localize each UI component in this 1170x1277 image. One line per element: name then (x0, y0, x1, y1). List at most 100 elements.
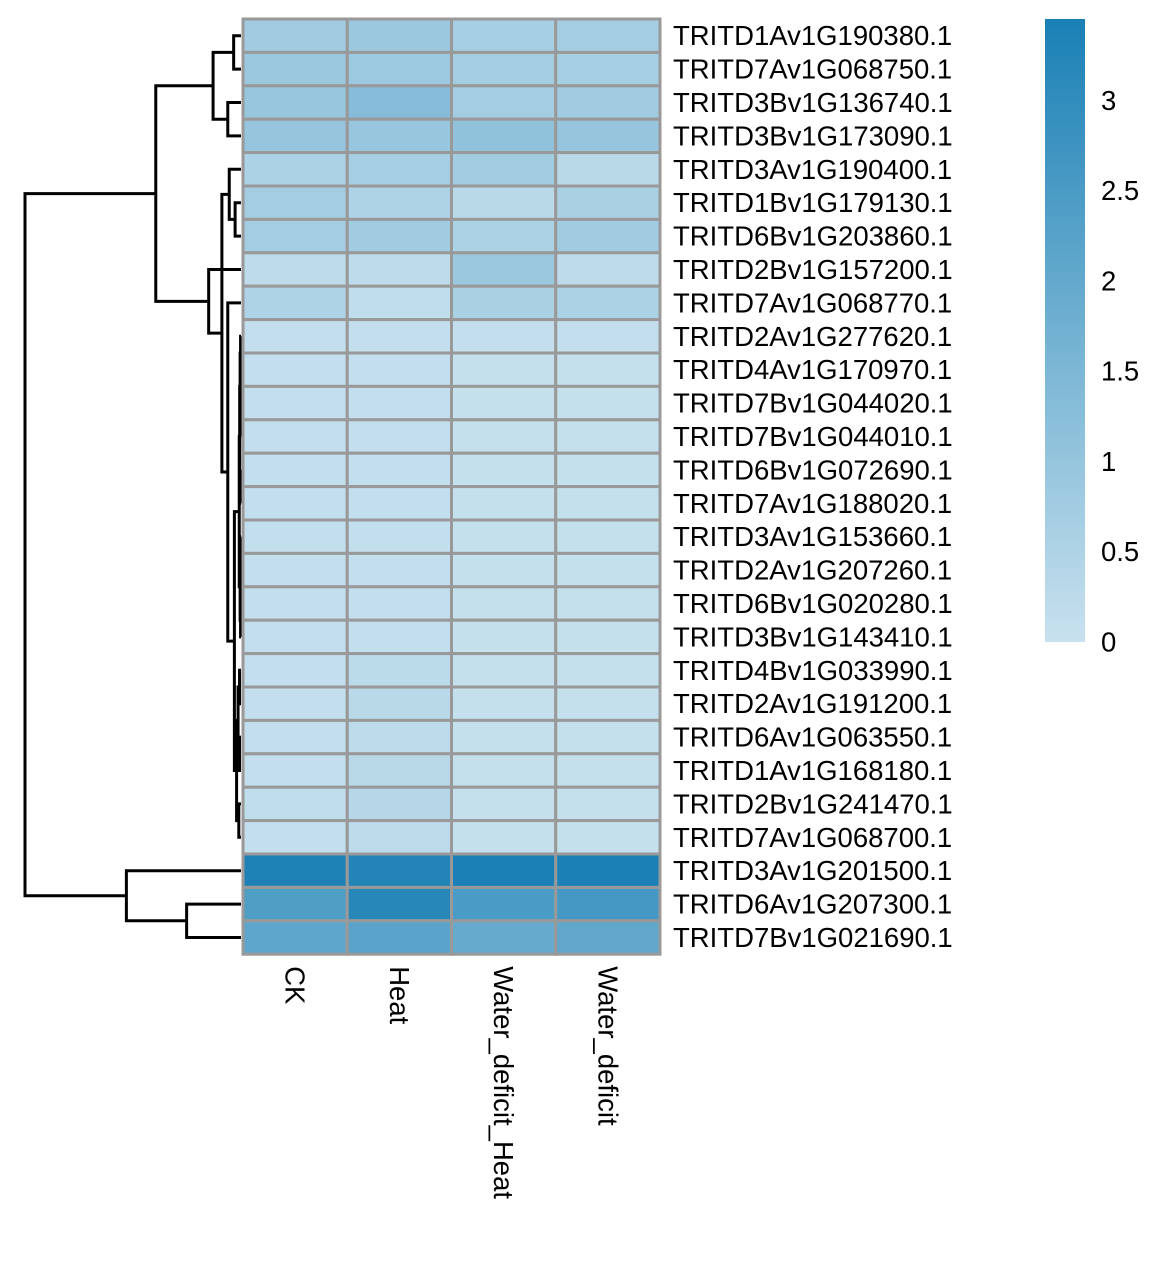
heatmap-cell (241, 752, 349, 789)
heatmap-cell (450, 217, 558, 255)
legend-color-bar (1045, 19, 1085, 642)
heatmap-cell (345, 819, 453, 856)
heatmap-cell (241, 819, 349, 856)
heatmap-cell (345, 618, 453, 656)
heatmap-cell (241, 585, 349, 622)
heatmap-cell (554, 718, 662, 756)
heatmap-cell (450, 84, 558, 121)
dendrogram-branch (233, 201, 241, 238)
legend-tick-label: 2 (1101, 265, 1116, 296)
heatmap-cell (450, 384, 558, 422)
heatmap-cell (554, 384, 662, 422)
heatmap-cell (554, 117, 662, 155)
heatmap-cell (450, 251, 558, 288)
heatmap-cell (241, 685, 349, 722)
heatmap-cell (241, 84, 349, 121)
heatmap-cell (450, 318, 558, 355)
dendrogram-branch (226, 101, 241, 138)
heatmap-cell (450, 518, 558, 555)
row-label: TRITD7Bv1G021690.1 (673, 922, 953, 953)
heatmap-cell (345, 551, 453, 589)
heatmap-cell (450, 451, 558, 489)
heatmap-cell (345, 251, 453, 288)
heatmap-cell (450, 618, 558, 656)
heatmap-cell (241, 551, 349, 589)
heatmap-cell (241, 318, 349, 355)
row-label: TRITD7Av1G068750.1 (673, 54, 952, 85)
heatmap-cell (345, 919, 453, 956)
row-label: TRITD6Bv1G203860.1 (673, 221, 953, 252)
row-label: TRITD2Av1G207260.1 (673, 555, 952, 586)
row-label: TRITD1Av1G168180.1 (673, 755, 952, 786)
heatmap-cell (241, 284, 349, 322)
heatmap-cell (345, 318, 453, 355)
column-label: Water_deficit_Heat (488, 966, 519, 1199)
heatmap-cell (345, 184, 453, 221)
heatmap-cell (345, 117, 453, 155)
heatmap-cell (241, 117, 349, 155)
row-label: TRITD7Av1G068770.1 (673, 287, 952, 318)
heatmap-cell (450, 585, 558, 622)
heatmap-cell (450, 718, 558, 756)
heatmap-cell (345, 351, 453, 388)
dendrogram-branch (232, 510, 240, 772)
heatmap-cell (241, 518, 349, 555)
heatmap-cell (241, 251, 349, 288)
row-label: TRITD3Av1G201500.1 (673, 855, 952, 886)
heatmap-cell (554, 819, 662, 856)
heatmap-cell (345, 217, 453, 255)
row-label: TRITD2Bv1G157200.1 (673, 254, 953, 285)
heatmap-cell (241, 718, 349, 756)
heatmap-cell (554, 451, 662, 489)
heatmap-cell (241, 451, 349, 489)
heatmap-cell (554, 585, 662, 622)
row-label: TRITD3Bv1G143410.1 (673, 621, 953, 652)
heatmap-cell (554, 251, 662, 288)
dendrogram-branch (207, 268, 241, 335)
heatmap-cell (554, 685, 662, 722)
column-label: Water_deficit (592, 966, 623, 1126)
heatmap-cell (554, 17, 662, 54)
heatmap-cell (450, 852, 558, 889)
heatmap-cell (345, 384, 453, 422)
heatmap-cell (450, 752, 558, 789)
dendrogram-branch (124, 869, 241, 923)
row-label: TRITD6Bv1G020280.1 (673, 588, 953, 619)
heatmap-cell (241, 151, 349, 188)
heatmap-cell (554, 485, 662, 522)
row-label: TRITD6Av1G063550.1 (673, 722, 952, 753)
heatmap-cell (554, 318, 662, 355)
heatmap-cell (450, 117, 558, 155)
dendrogram-branch (23, 192, 156, 898)
legend-tick-label: 2.5 (1101, 175, 1139, 206)
heatmap-cell (345, 17, 453, 54)
heatmap-cell (554, 919, 662, 956)
heatmap-cell (345, 685, 453, 722)
dendrogram-branch (238, 668, 242, 706)
heatmap-cell (554, 652, 662, 689)
legend-tick-label: 1 (1101, 446, 1116, 477)
heatmap-cell (450, 17, 558, 54)
dendrogram-branch (154, 84, 214, 303)
heatmap-cell (241, 217, 349, 255)
heatmap-cell (241, 384, 349, 422)
dendrogram-branch (237, 802, 241, 839)
heatmap-cell (345, 852, 453, 889)
row-label: TRITD4Av1G170970.1 (673, 354, 952, 385)
heatmap-cell (450, 50, 558, 88)
row-label: TRITD7Bv1G044010.1 (673, 421, 953, 452)
heatmap-cell (241, 618, 349, 656)
heatmap-cell (345, 718, 453, 756)
row-label: TRITD3Bv1G173090.1 (673, 120, 953, 151)
heatmap-cell (554, 785, 662, 823)
row-label: TRITD6Bv1G072690.1 (673, 454, 953, 485)
row-label: TRITD1Bv1G179130.1 (673, 187, 953, 218)
heatmap-cells (241, 17, 662, 956)
heatmap-cell (345, 885, 453, 923)
legend-tick-label: 0.5 (1101, 536, 1139, 567)
heatmap-cell (450, 151, 558, 188)
heatmap-cell (554, 752, 662, 789)
heatmap-cell (241, 50, 349, 88)
heatmap-cell (554, 852, 662, 889)
